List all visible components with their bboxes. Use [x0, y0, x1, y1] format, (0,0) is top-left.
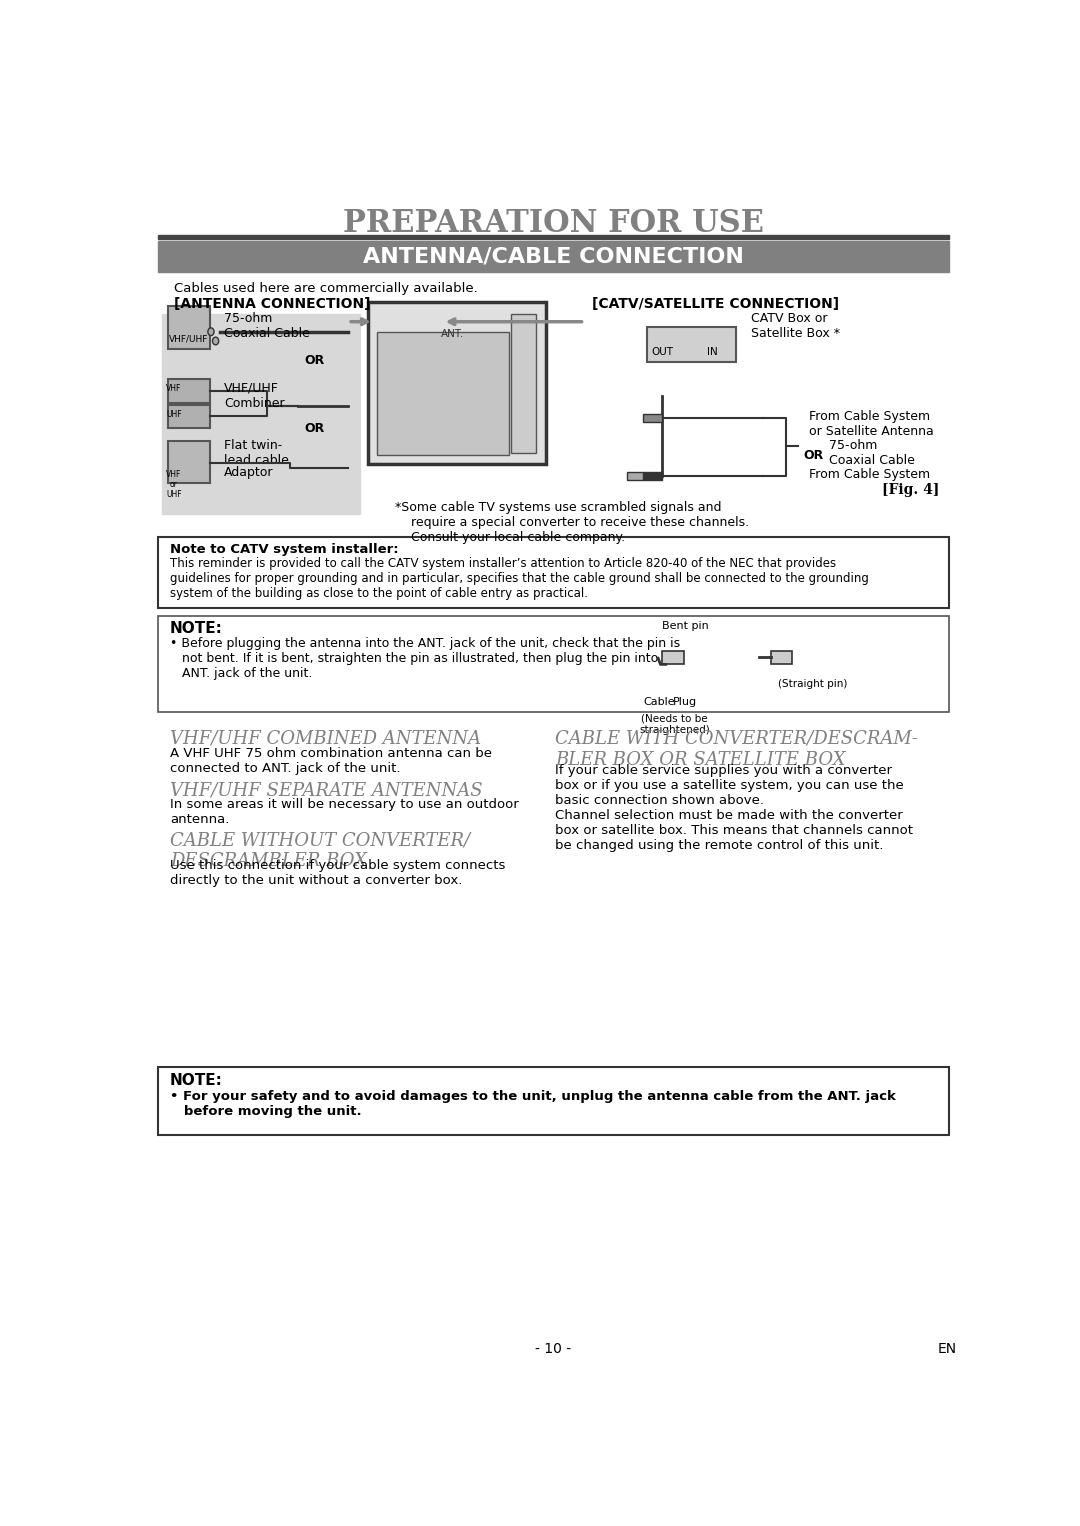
- Text: VHF
or
UHF: VHF or UHF: [166, 470, 181, 499]
- Bar: [162, 314, 360, 514]
- Text: If your cable service supplies you with a converter
box or if you use a satellit: If your cable service supplies you with …: [555, 763, 913, 852]
- Text: - 10 -: - 10 -: [536, 1341, 571, 1357]
- Text: • For your safety and to avoid damages to the unit, unplug the antenna cable fro: • For your safety and to avoid damages t…: [170, 1090, 895, 1119]
- Text: VHF/UHF
Combiner: VHF/UHF Combiner: [225, 382, 285, 410]
- Text: *Some cable TV systems use scrambled signals and
    require a special converter: *Some cable TV systems use scrambled sig…: [394, 501, 748, 545]
- Text: Use this connection if your cable system connects
directly to the unit without a: Use this connection if your cable system…: [170, 859, 505, 887]
- Bar: [159, 617, 948, 713]
- Text: In some areas it will be necessary to use an outdoor
antenna.: In some areas it will be necessary to us…: [170, 798, 518, 827]
- Text: CABLE WITH CONVERTER/DESCRAM-
BLER BOX OR SATELLITE BOX: CABLE WITH CONVERTER/DESCRAM- BLER BOX O…: [555, 729, 918, 769]
- Text: OUT: OUT: [651, 346, 673, 357]
- Text: Note to CATV system installer:: Note to CATV system installer:: [170, 543, 399, 557]
- Bar: [159, 241, 948, 272]
- Text: OR: OR: [804, 449, 823, 462]
- Bar: [511, 314, 537, 453]
- Bar: [643, 414, 662, 421]
- Text: EN: EN: [937, 1341, 957, 1357]
- Text: Plug: Plug: [673, 697, 698, 707]
- Text: Cable: Cable: [644, 697, 675, 707]
- Bar: [167, 380, 211, 403]
- Bar: [377, 331, 509, 455]
- Bar: [159, 537, 948, 609]
- Bar: [167, 404, 211, 427]
- Text: 75-ohm
Coaxial Cable: 75-ohm Coaxial Cable: [225, 313, 310, 340]
- Text: OR: OR: [305, 421, 325, 435]
- Text: VHF/UHF SEPARATE ANTENNAS: VHF/UHF SEPARATE ANTENNAS: [170, 781, 483, 800]
- Bar: [159, 235, 948, 238]
- Text: Flat twin-
lead cable: Flat twin- lead cable: [225, 439, 289, 467]
- Text: From Cable System
or Satellite Antenna: From Cable System or Satellite Antenna: [809, 410, 934, 438]
- Text: (Needs to be
straightened): (Needs to be straightened): [639, 714, 710, 736]
- Text: OR: OR: [305, 354, 325, 368]
- Text: [ANTENNA CONNECTION]: [ANTENNA CONNECTION]: [174, 298, 370, 311]
- Text: NOTE:: NOTE:: [170, 1073, 222, 1088]
- Text: CATV Box or
Satellite Box *: CATV Box or Satellite Box *: [751, 313, 840, 340]
- Bar: [643, 472, 662, 479]
- Bar: [167, 307, 211, 348]
- Text: VHF/UHF: VHF/UHF: [168, 334, 208, 343]
- Ellipse shape: [213, 337, 218, 345]
- Text: Bent pin: Bent pin: [662, 621, 708, 632]
- Text: From Cable System: From Cable System: [809, 468, 930, 481]
- Text: ANT.: ANT.: [441, 330, 464, 339]
- Text: (Straight pin): (Straight pin): [779, 679, 848, 690]
- Text: ANTENNA/CABLE CONNECTION: ANTENNA/CABLE CONNECTION: [363, 246, 744, 266]
- Text: • Before plugging the antenna into the ANT. jack of the unit, check that the pin: • Before plugging the antenna into the A…: [170, 638, 683, 681]
- Bar: [627, 472, 643, 479]
- Bar: [367, 302, 545, 464]
- Text: Adaptor: Adaptor: [225, 467, 273, 479]
- Text: CABLE WITHOUT CONVERTER/
DESCRAMBLER BOX: CABLE WITHOUT CONVERTER/ DESCRAMBLER BOX: [170, 832, 470, 870]
- Text: IN: IN: [707, 346, 718, 357]
- Text: This reminder is provided to call the CATV system installer’s attention to Artic: This reminder is provided to call the CA…: [170, 557, 868, 600]
- Text: NOTE:: NOTE:: [170, 621, 222, 636]
- Text: PREPARATION FOR USE: PREPARATION FOR USE: [343, 208, 764, 238]
- Bar: [662, 650, 684, 664]
- Text: Cables used here are commercially available.: Cables used here are commercially availa…: [174, 282, 477, 295]
- Text: 75-ohm
Coaxial Cable: 75-ohm Coaxial Cable: [828, 439, 915, 467]
- Ellipse shape: [207, 328, 214, 336]
- Text: [CATV/SATELLITE CONNECTION]: [CATV/SATELLITE CONNECTION]: [592, 298, 839, 311]
- Bar: [159, 1067, 948, 1135]
- Text: UHF: UHF: [166, 410, 181, 420]
- Text: VHF: VHF: [166, 385, 181, 394]
- Bar: [770, 650, 793, 664]
- Text: A VHF UHF 75 ohm combination antenna can be
connected to ANT. jack of the unit.: A VHF UHF 75 ohm combination antenna can…: [170, 746, 491, 775]
- Bar: [647, 327, 735, 362]
- Text: [Fig. 4]: [Fig. 4]: [882, 484, 940, 497]
- Bar: [167, 441, 211, 484]
- Text: VHF/UHF COMBINED ANTENNA: VHF/UHF COMBINED ANTENNA: [170, 729, 481, 748]
